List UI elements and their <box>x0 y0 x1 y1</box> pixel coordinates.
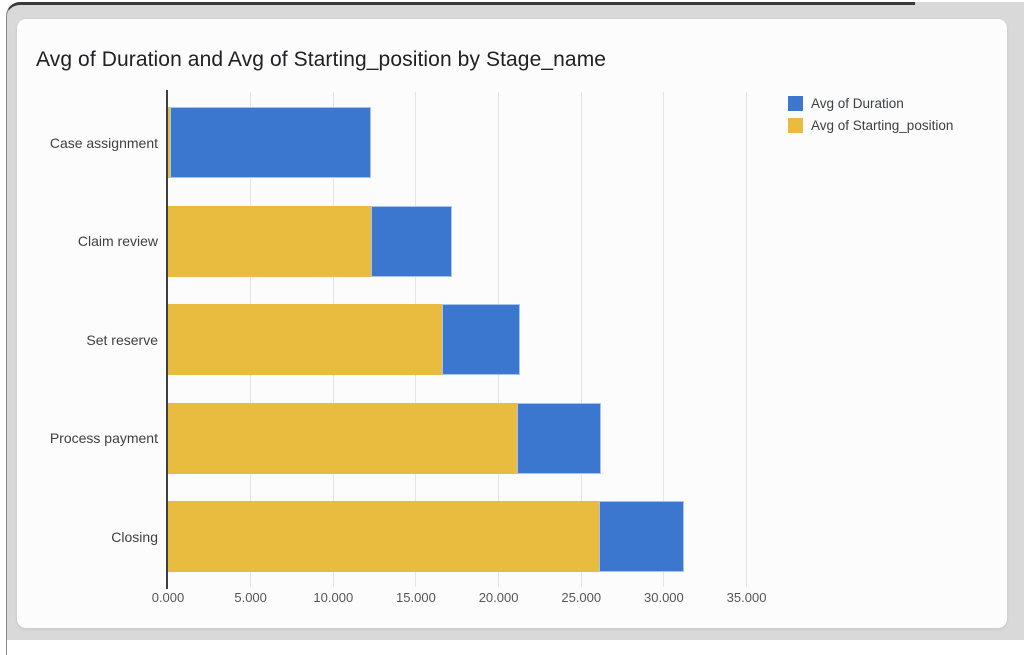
category-label: Set reserve <box>86 331 158 348</box>
category-label: Process payment <box>49 430 158 446</box>
y-axis-line <box>166 90 168 589</box>
bar-segment-starting-position[interactable] <box>168 107 170 178</box>
bar-segment-starting-position[interactable] <box>168 402 517 474</box>
bar-segment-duration[interactable] <box>516 402 602 474</box>
bar-segment-duration[interactable] <box>599 501 684 572</box>
x-tick-label: 5.000 <box>234 590 267 605</box>
x-tick-label: 20.000 <box>478 590 519 605</box>
legend-item[interactable]: Avg of Starting_position <box>788 118 953 133</box>
x-tick-label: 15.000 <box>396 590 436 605</box>
legend-item[interactable]: Avg of Duration <box>788 96 953 111</box>
category-label: Case assignment <box>49 134 158 151</box>
x-tick-label: 10.000 <box>313 590 354 605</box>
x-tick-label: 0.000 <box>151 590 185 605</box>
bar-segment-duration[interactable] <box>371 205 453 277</box>
legend: Avg of Duration Avg of Starting_position <box>788 96 953 140</box>
gridline <box>663 92 665 587</box>
legend-swatch-icon <box>788 96 803 111</box>
gridline <box>746 92 748 587</box>
category-label: Claim review <box>77 233 158 249</box>
bar-segment-starting-position[interactable] <box>168 205 372 277</box>
bar-segment-duration[interactable] <box>169 107 372 178</box>
x-tick-label: 25.000 <box>561 590 602 605</box>
gridline <box>580 92 582 587</box>
legend-label: Avg of Starting_position <box>811 118 954 133</box>
bar-segment-starting-position[interactable] <box>168 501 600 572</box>
x-tick-label: 35.000 <box>726 590 767 605</box>
category-label: Closing <box>111 528 158 545</box>
bar-segment-duration[interactable] <box>442 304 521 375</box>
chart-title: Avg of Duration and Avg of Starting_posi… <box>36 48 607 71</box>
legend-label: Avg of Duration <box>811 96 904 111</box>
x-tick-label: 30.000 <box>644 590 684 605</box>
legend-swatch-icon <box>788 118 803 133</box>
bar-segment-starting-position[interactable] <box>168 304 443 375</box>
